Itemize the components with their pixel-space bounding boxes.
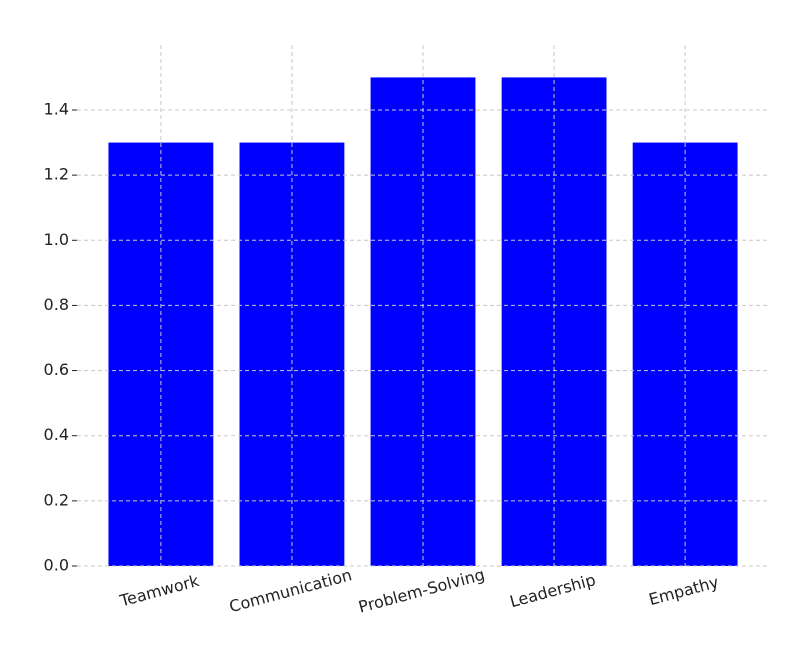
x-tick-label: Empathy (647, 572, 721, 609)
y-tick-label: 0.6 (44, 360, 69, 379)
y-tick-label: 0.2 (44, 490, 69, 509)
y-tick-label: 1.0 (44, 230, 69, 249)
y-tick-label: 0.8 (44, 295, 69, 314)
x-tick-label: Leadership (508, 570, 598, 611)
x-tick-label: Communication (227, 565, 354, 616)
y-tick-label: 1.2 (44, 165, 69, 184)
y-tick-label: 0.0 (44, 556, 69, 575)
y-tick-label: 1.4 (44, 100, 69, 119)
x-tick-label: Problem-Solving (356, 565, 486, 617)
x-tick-label: Teamwork (117, 571, 202, 611)
y-tick-label: 0.4 (44, 425, 69, 444)
